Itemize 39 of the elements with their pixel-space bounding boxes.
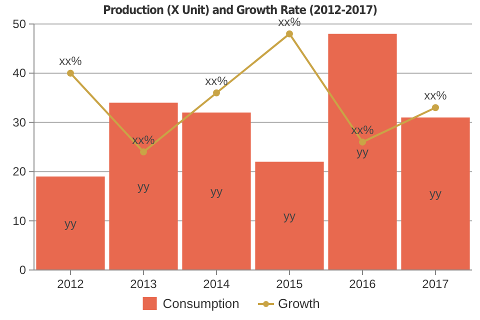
data-label: yy	[284, 208, 296, 223]
point	[286, 30, 293, 38]
y-tick-label: 10	[12, 214, 26, 228]
x-tick-label: 2015	[276, 277, 304, 291]
y-tick-label: 0	[19, 263, 26, 277]
bar	[328, 34, 397, 270]
chart-title: Production (X Unit) and Growth Rate (2012-2017)	[103, 3, 378, 17]
x-tick-label: 2013	[130, 277, 158, 291]
data-label: xx%	[278, 14, 302, 29]
bar	[401, 117, 470, 270]
data-label: yy	[138, 179, 150, 194]
data-label: xx%	[132, 132, 156, 147]
x-tick-label: 2016	[349, 277, 376, 291]
bar	[182, 112, 251, 270]
data-label: xx%	[424, 88, 448, 103]
x-tick-label: 2012	[57, 277, 84, 291]
bar	[36, 176, 105, 270]
data-label: xx%	[351, 123, 374, 138]
data-label: yy	[356, 144, 368, 159]
point	[213, 89, 220, 96]
point	[432, 104, 439, 112]
data-label: yy	[430, 186, 442, 201]
data-label: yy	[210, 184, 222, 198]
point	[67, 70, 74, 77]
data-label: xx%	[59, 54, 82, 68]
y-tick-label: 40	[12, 66, 26, 80]
data-label: yy	[64, 216, 76, 230]
y-tick-label: 20	[12, 164, 26, 179]
legend-label: Growth	[278, 296, 320, 311]
x-tick-label: 2014	[203, 277, 230, 291]
y-tick-label: 50	[12, 17, 26, 31]
bar	[109, 102, 178, 270]
point	[140, 148, 147, 156]
x-tick-label: 2017	[422, 277, 450, 291]
y-tick-label: 30	[12, 115, 26, 130]
bar	[255, 162, 324, 270]
legend-label: Consumption	[162, 296, 240, 311]
point	[359, 138, 366, 146]
data-label: xx%	[205, 74, 228, 88]
